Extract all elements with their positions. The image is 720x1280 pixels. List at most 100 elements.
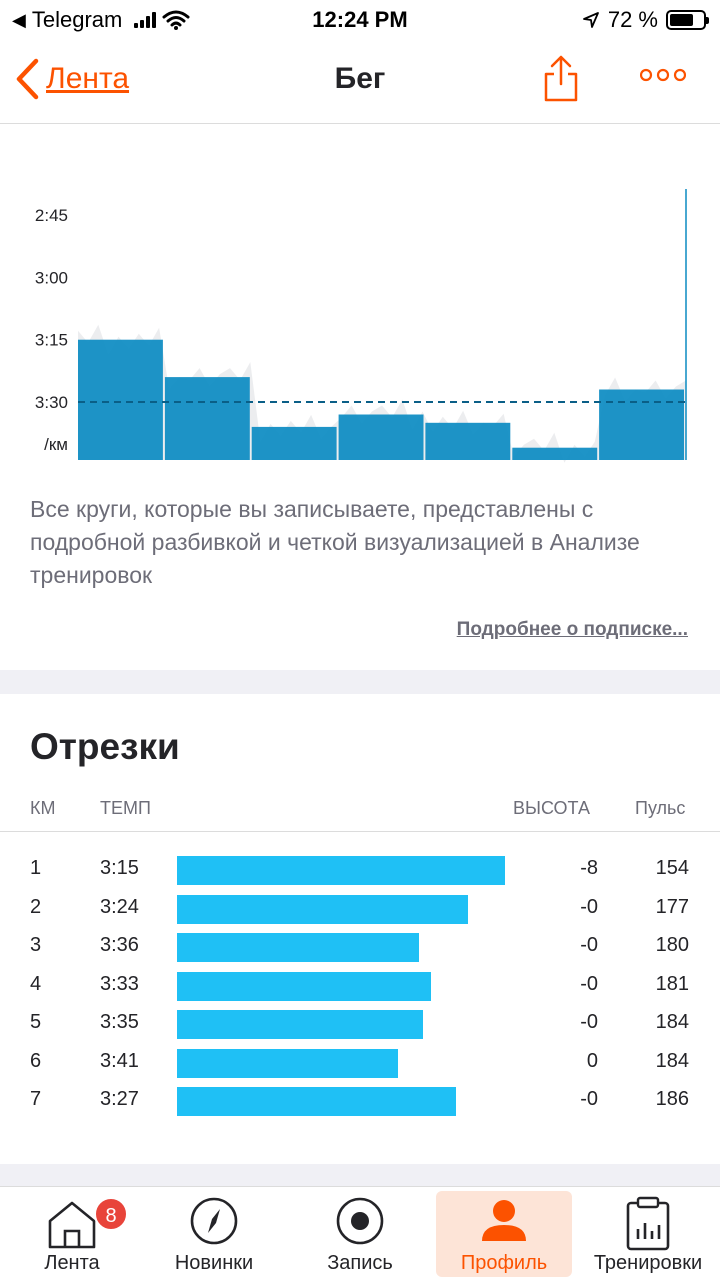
wifi-icon (162, 10, 190, 30)
header-pace: ТЕМП (100, 798, 151, 818)
split-pace: 3:41 (100, 1049, 139, 1072)
split-pace: 3:35 (100, 1011, 139, 1033)
clock: 12:24 PM (312, 7, 408, 32)
splits-table: 1 3:15 -8 154 2 3:24 -0 177 3 3:36 -0 180 4 3:33 -0… (0, 850, 720, 1120)
split-km: 6 (30, 1049, 42, 1072)
table-row: 6 3:41 0 184 (0, 1043, 720, 1082)
split-pace-bar (177, 1010, 423, 1039)
split-pace-bar (177, 856, 505, 885)
splits-section: Отрезки КМ ТЕМП ВЫСОТА Пульс 1 3:15 -8 154 … (0, 694, 720, 1164)
location-arrow-icon (582, 12, 599, 28)
back-to-app[interactable]: ◀ Telegram (12, 7, 190, 33)
split-heart-rate: 184 (655, 1049, 689, 1072)
y-axis-unit: /км (44, 435, 68, 454)
header-elevation: ВЫСОТА (513, 798, 590, 818)
tab-label: Тренировки (593, 1252, 703, 1274)
cell-signal-icon (134, 12, 157, 28)
lap-bar (512, 447, 598, 460)
lap-bar (164, 377, 250, 460)
split-pace: 3:33 (100, 972, 139, 995)
tab-feed[interactable]: 8 Лента (2, 1191, 142, 1277)
tab-bar: 8 Лента Новинки Запись Профиль Тренировк… (0, 1186, 720, 1280)
split-heart-rate: 180 (655, 934, 689, 956)
split-elevation: -0 (580, 895, 598, 918)
split-km: 5 (30, 1011, 42, 1033)
notification-badge: 8 (94, 1197, 128, 1231)
lap-bar (425, 422, 511, 460)
lap-bar (338, 414, 424, 460)
split-heart-rate: 186 (655, 1088, 689, 1110)
split-elevation: -0 (580, 1011, 598, 1033)
compass-icon (190, 1197, 238, 1245)
share-icon (544, 55, 578, 102)
y-tick-label: 3:30 (35, 393, 68, 412)
split-elevation: -0 (580, 1088, 598, 1110)
split-pace: 3:24 (100, 895, 139, 918)
lap-bar (78, 339, 163, 460)
promo-description: Все круги, которые вы записываете, предс… (30, 496, 640, 588)
back-triangle-icon: ◀ (12, 9, 26, 30)
splits-header: КМ ТЕМП ВЫСОТА Пульс (0, 798, 720, 832)
split-pace-bar (177, 894, 468, 924)
split-km: 4 (30, 972, 42, 995)
subscription-link[interactable]: Подробнее о подписке... (456, 619, 688, 640)
split-elevation: 0 (586, 1049, 598, 1072)
split-heart-rate: 177 (655, 895, 689, 918)
chevron-left-icon (16, 58, 39, 100)
split-km: 7 (30, 1088, 42, 1110)
split-heart-rate: 154 (655, 857, 689, 879)
y-tick-label: 3:00 (35, 268, 68, 287)
split-pace: 3:15 (100, 857, 139, 879)
back-app-label: Telegram (31, 7, 123, 32)
table-row: 3 3:36 -0 180 (0, 927, 720, 966)
split-elevation: -8 (580, 857, 598, 879)
pace-chart: 2:45 3:00 3:15 3:30/км (35, 180, 687, 463)
tab-label: Новинки (174, 1252, 254, 1274)
share-button[interactable] (540, 54, 582, 109)
tab-record[interactable]: Запись (290, 1191, 430, 1277)
split-km: 3 (30, 934, 42, 956)
back-button[interactable]: Лента (14, 58, 129, 100)
table-row: 7 3:27 -0 186 (0, 1081, 720, 1120)
header-heart-rate: Пульс (635, 798, 686, 818)
split-pace: 3:36 (100, 934, 139, 956)
split-pace-bar (177, 971, 431, 1001)
split-pace: 3:27 (100, 1088, 139, 1110)
lap-bar (251, 426, 337, 460)
table-row: 2 3:24 -0 177 (0, 889, 720, 928)
home-icon (48, 1201, 96, 1249)
table-row: 1 3:15 -8 154 (0, 850, 720, 889)
tab-profile[interactable]: Профиль (436, 1191, 572, 1277)
table-row: 5 3:35 -0 184 (0, 1004, 720, 1043)
split-elevation: -0 (580, 972, 598, 995)
status-bar: ◀ Telegram 12:24 PM 72 % (0, 0, 720, 40)
split-elevation: -0 (580, 934, 598, 956)
split-km: 2 (30, 895, 42, 918)
tab-label: Профиль (460, 1252, 548, 1274)
split-heart-rate: 184 (655, 1011, 689, 1033)
table-row: 4 3:33 -0 181 (0, 966, 720, 1005)
battery-percent: 72 % (607, 7, 658, 32)
lap-analysis-card: 2:45 3:00 3:15 3:30/км Все круги, которые в… (0, 125, 720, 670)
more-button[interactable] (639, 68, 687, 87)
tab-explore[interactable]: Новинки (144, 1191, 284, 1277)
navigation-bar: Лента Бег (0, 40, 720, 124)
splits-title: Отрезки (30, 726, 180, 767)
record-icon (336, 1197, 384, 1245)
split-pace-bar (177, 1048, 398, 1078)
tab-label: Лента (44, 1252, 100, 1274)
split-heart-rate: 181 (655, 972, 689, 995)
clipboard-chart-icon (626, 1196, 670, 1251)
section-divider (0, 670, 720, 694)
more-dots-icon (639, 68, 687, 82)
lap-bar (599, 389, 684, 460)
y-tick-label: 2:45 (35, 206, 68, 225)
tab-training[interactable]: Тренировки (578, 1191, 718, 1277)
split-pace-bar (177, 1087, 456, 1116)
section-divider (0, 1164, 720, 1186)
battery-icon (666, 10, 709, 30)
y-tick-label: 3:15 (35, 331, 68, 350)
back-label: Лента (46, 62, 130, 95)
split-km: 1 (30, 857, 42, 879)
header-km: КМ (30, 798, 56, 818)
